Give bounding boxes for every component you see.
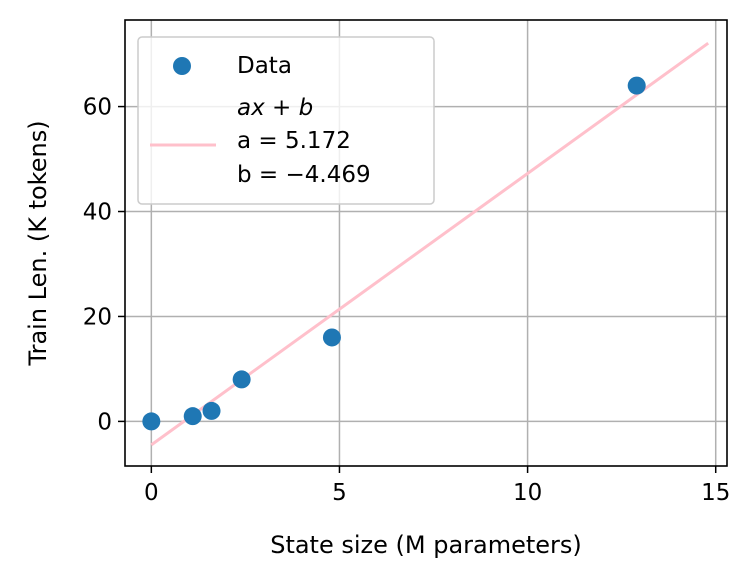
y-tick-label-0: 0	[97, 409, 112, 435]
legend-label-fit-a: a = 5.172	[237, 128, 351, 154]
y-axis-label: Train Len. (K tokens)	[24, 120, 52, 366]
data-point-1	[183, 407, 202, 426]
legend-label-fit-b: b = −4.469	[237, 162, 371, 188]
x-axis-label: State size (M parameters)	[270, 531, 582, 559]
legend-label-data: Data	[237, 53, 292, 79]
y-tick-label-3: 60	[83, 95, 112, 121]
x-tick-label-3: 15	[701, 480, 730, 506]
legend-label-fit-equation: ax + b	[237, 95, 313, 121]
y-tick-label-1: 20	[83, 304, 112, 330]
plot-frame	[124, 19, 728, 467]
data-point-2	[202, 401, 221, 420]
data-point-4	[322, 328, 341, 347]
x-tick-label-1: 5	[332, 480, 347, 506]
legend-box	[137, 36, 435, 205]
scatter-points	[142, 76, 646, 431]
data-point-0	[142, 412, 161, 431]
data-point-3	[232, 370, 251, 389]
data-point-5	[627, 76, 646, 95]
y-tick-label-2: 40	[83, 200, 112, 226]
x-tick-label-2: 10	[513, 480, 542, 506]
legend: Data ax + b a = 5.172 b = −4.469	[137, 36, 435, 205]
legend-marker-data	[173, 57, 191, 75]
axis-ticks: 0 5 10 15 0 20 40 60	[83, 95, 731, 506]
x-tick-label-0: 0	[144, 480, 159, 506]
